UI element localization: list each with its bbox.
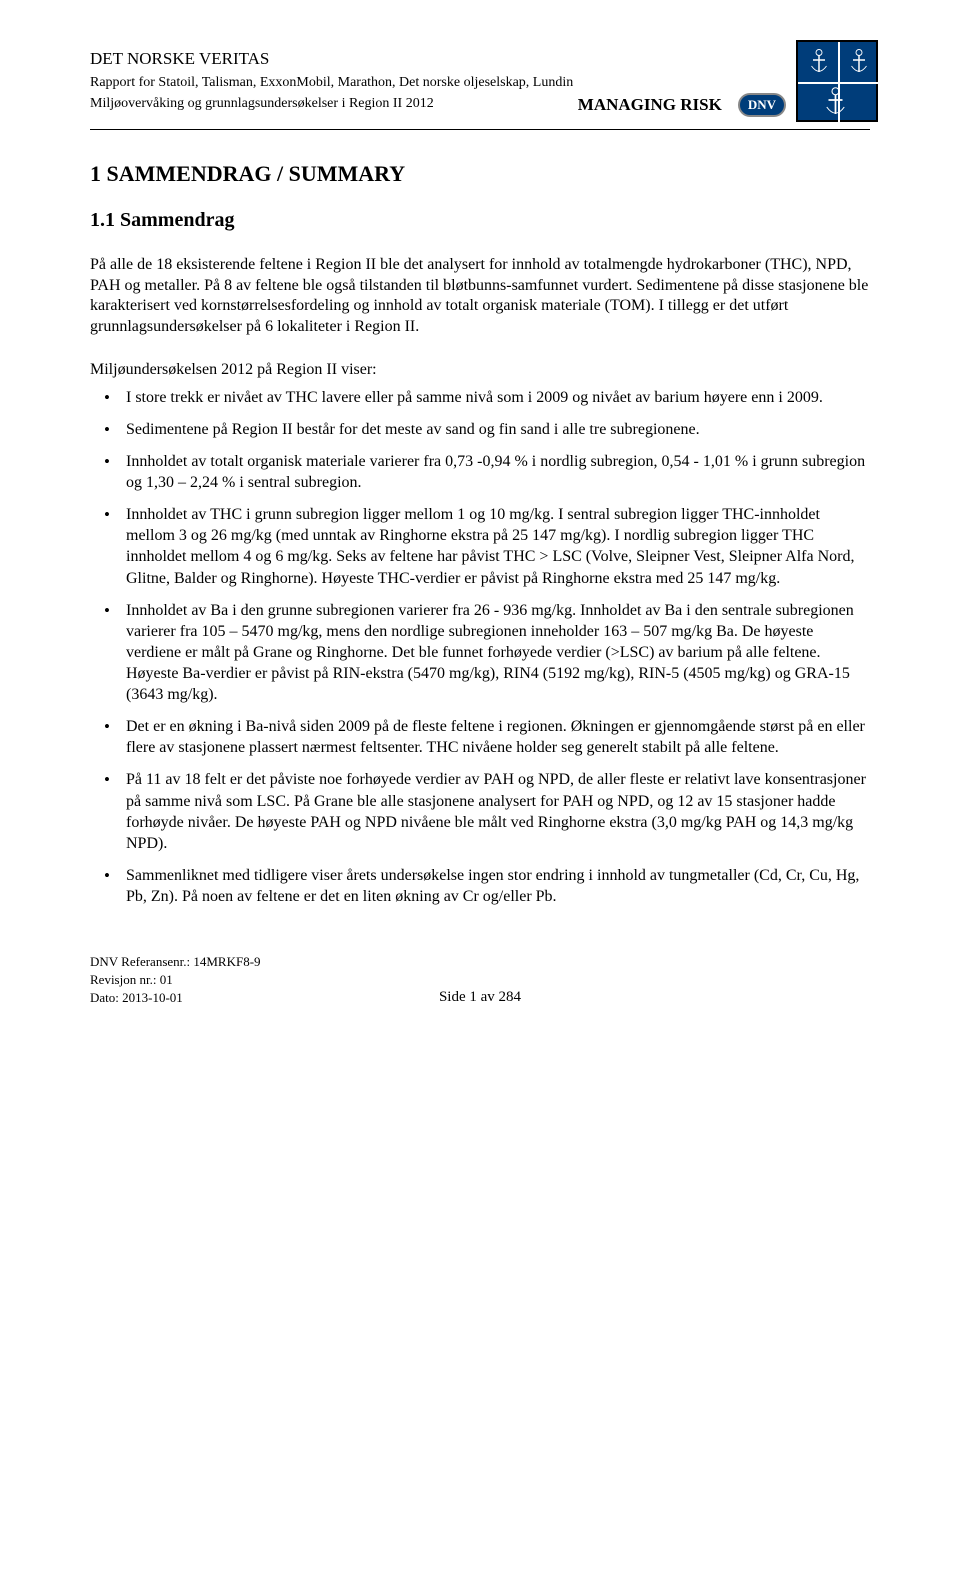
list-item: Innholdet av Ba i den grunne subregionen… [126,600,870,706]
list-item: Innholdet av THC i grunn subregion ligge… [126,504,870,588]
dnv-badge: DNV [738,93,786,118]
dnv-reference-number: DNV Referansenr.: 14MRKF8-9 [90,953,870,971]
organization-name: DET NORSKE VERITAS [90,48,574,70]
page-number: Side 1 av 284 [439,988,521,1008]
intro-paragraph: På alle de 18 eksisterende feltene i Reg… [90,255,870,338]
findings-intro-text: Miljøundersøkelsen 2012 på Region II vis… [90,360,870,381]
list-item: På 11 av 18 felt er det påviste noe forh… [126,769,870,853]
report-subtitle: Miljøovervåking og grunnlagsundersøkelse… [90,95,574,113]
list-item: Sedimentene på Region II består for det … [126,419,870,440]
list-item: Innholdet av totalt organisk materiale v… [126,451,870,493]
header-divider [90,129,870,130]
document-header: DET NORSKE VERITAS Rapport for Statoil, … [90,48,870,113]
header-left-block: DET NORSKE VERITAS Rapport for Statoil, … [90,48,574,113]
list-item: Sammenliknet med tidligere viser årets u… [126,865,870,907]
revision-number: Revisjon nr.: 01 [90,971,870,989]
report-for-text: Rapport for Statoil, Talisman, ExxonMobi… [90,74,574,93]
page-footer: DNV Referansenr.: 14MRKF8-9 Revisjon nr.… [90,953,870,1008]
findings-bullet-list: I store trekk er nivået av THC lavere el… [90,387,870,907]
managing-risk-label: MANAGING RISK [578,94,722,116]
header-right-block: MANAGING RISK DNV [578,40,878,122]
dnv-logo-shield-icon [796,40,878,122]
list-item: I store trekk er nivået av THC lavere el… [126,387,870,408]
list-item: Det er en økning i Ba-nivå siden 2009 på… [126,716,870,758]
section-1-heading: 1 SAMMENDRAG / SUMMARY [90,160,870,189]
section-1-1-heading: 1.1 Sammendrag [90,207,870,233]
